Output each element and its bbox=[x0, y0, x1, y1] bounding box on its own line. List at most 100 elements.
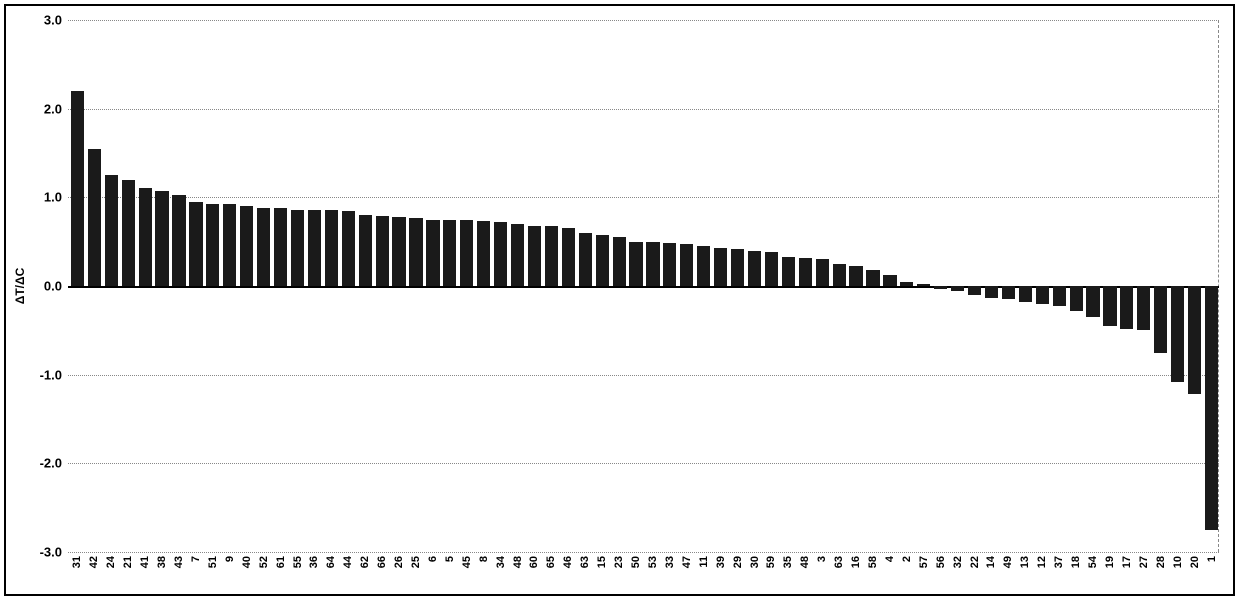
bar bbox=[528, 226, 541, 286]
x-tick-label: 43 bbox=[171, 556, 185, 568]
y-axis-label: ΔT/ΔC bbox=[13, 268, 27, 305]
bar bbox=[105, 175, 118, 286]
bar bbox=[765, 252, 778, 286]
bar bbox=[849, 266, 862, 286]
bar bbox=[1137, 286, 1150, 330]
x-tick-label: 49 bbox=[1000, 556, 1014, 568]
x-tick-label: 28 bbox=[1153, 556, 1167, 568]
bar bbox=[833, 264, 846, 286]
x-tick-label: 66 bbox=[374, 556, 388, 568]
x-tick-label: 59 bbox=[763, 556, 777, 568]
x-tick-label: 33 bbox=[662, 556, 676, 568]
x-tick-label: 8 bbox=[476, 556, 490, 562]
y-tick-label: -3.0 bbox=[40, 545, 68, 560]
x-tick-label: 62 bbox=[357, 556, 371, 568]
y-tick-label: 2.0 bbox=[44, 101, 68, 116]
x-tick-label: 17 bbox=[1119, 556, 1133, 568]
bar bbox=[985, 286, 998, 298]
bar bbox=[291, 210, 304, 286]
x-tick-label: 39 bbox=[713, 556, 727, 568]
x-tick-label: 48 bbox=[797, 556, 811, 568]
bar bbox=[629, 242, 642, 286]
bar bbox=[1019, 286, 1032, 302]
x-tick-label: 46 bbox=[560, 556, 574, 568]
bar bbox=[240, 206, 253, 286]
bar bbox=[900, 282, 913, 286]
x-tick-label: 25 bbox=[408, 556, 422, 568]
x-tick-label: 47 bbox=[679, 556, 693, 568]
bar bbox=[409, 218, 422, 286]
bar bbox=[511, 224, 524, 286]
bar bbox=[1171, 286, 1184, 382]
bar bbox=[951, 286, 964, 291]
bar bbox=[1120, 286, 1133, 329]
y-tick-label: -1.0 bbox=[40, 367, 68, 382]
x-tick-label: 35 bbox=[780, 556, 794, 568]
x-tick-label: 9 bbox=[222, 556, 236, 562]
y-tick-label: 3.0 bbox=[44, 13, 68, 28]
bar bbox=[426, 220, 439, 287]
bar bbox=[392, 217, 405, 286]
x-tick-label: 45 bbox=[459, 556, 473, 568]
x-tick-label: 5 bbox=[442, 556, 456, 562]
x-tick-label: 54 bbox=[1085, 556, 1099, 568]
x-tick-label: 65 bbox=[543, 556, 557, 568]
y-tick-label: 0.0 bbox=[44, 279, 68, 294]
bar bbox=[308, 210, 321, 286]
x-tick-label: 37 bbox=[1051, 556, 1065, 568]
x-tick-label: 15 bbox=[594, 556, 608, 568]
bar bbox=[376, 216, 389, 286]
x-tick-label: 57 bbox=[916, 556, 930, 568]
bar bbox=[562, 228, 575, 286]
x-tick-label: 22 bbox=[967, 556, 981, 568]
x-tick-label: 23 bbox=[611, 556, 625, 568]
x-tick-label: 30 bbox=[747, 556, 761, 568]
bar bbox=[934, 286, 947, 289]
x-tick-label: 26 bbox=[391, 556, 405, 568]
x-tick-label: 18 bbox=[1068, 556, 1082, 568]
bar bbox=[782, 257, 795, 286]
x-tick-label: 48 bbox=[510, 556, 524, 568]
x-tick-label: 63 bbox=[577, 556, 591, 568]
x-tick-label: 61 bbox=[273, 556, 287, 568]
bar bbox=[460, 220, 473, 286]
x-tick-label: 29 bbox=[730, 556, 744, 568]
plot-area: -3.0-2.0-1.00.01.02.03.03142242141384375… bbox=[68, 20, 1219, 552]
x-tick-label: 44 bbox=[340, 556, 354, 568]
bar bbox=[1103, 286, 1116, 326]
bar bbox=[139, 188, 152, 286]
x-tick-label: 36 bbox=[306, 556, 320, 568]
bar bbox=[883, 275, 896, 286]
x-tick-label: 24 bbox=[103, 556, 117, 568]
gridline bbox=[68, 109, 1219, 110]
x-tick-label: 3 bbox=[814, 556, 828, 562]
bar bbox=[917, 284, 930, 286]
x-tick-label: 56 bbox=[933, 556, 947, 568]
x-tick-label: 41 bbox=[137, 556, 151, 568]
bar bbox=[1188, 286, 1201, 394]
gridline bbox=[68, 463, 1219, 464]
bar bbox=[155, 191, 168, 286]
x-tick-label: 20 bbox=[1187, 556, 1201, 568]
bar bbox=[172, 195, 185, 286]
gridline bbox=[68, 197, 1219, 198]
bar bbox=[359, 215, 372, 286]
bar bbox=[494, 222, 507, 286]
x-tick-label: 21 bbox=[120, 556, 134, 568]
x-tick-label: 14 bbox=[983, 556, 997, 568]
x-tick-label: 2 bbox=[899, 556, 913, 562]
x-tick-label: 53 bbox=[645, 556, 659, 568]
y-tick-label: -2.0 bbox=[40, 456, 68, 471]
bar bbox=[206, 204, 219, 286]
bar bbox=[88, 149, 101, 286]
bar bbox=[477, 221, 490, 286]
x-tick-label: 4 bbox=[882, 556, 896, 562]
x-tick-label: 64 bbox=[323, 556, 337, 568]
x-tick-label: 13 bbox=[1017, 556, 1031, 568]
bar bbox=[1205, 286, 1218, 530]
x-tick-label: 19 bbox=[1102, 556, 1116, 568]
x-tick-label: 16 bbox=[848, 556, 862, 568]
x-tick-label: 11 bbox=[696, 556, 710, 568]
bar bbox=[1053, 286, 1066, 306]
x-tick-label: 38 bbox=[154, 556, 168, 568]
